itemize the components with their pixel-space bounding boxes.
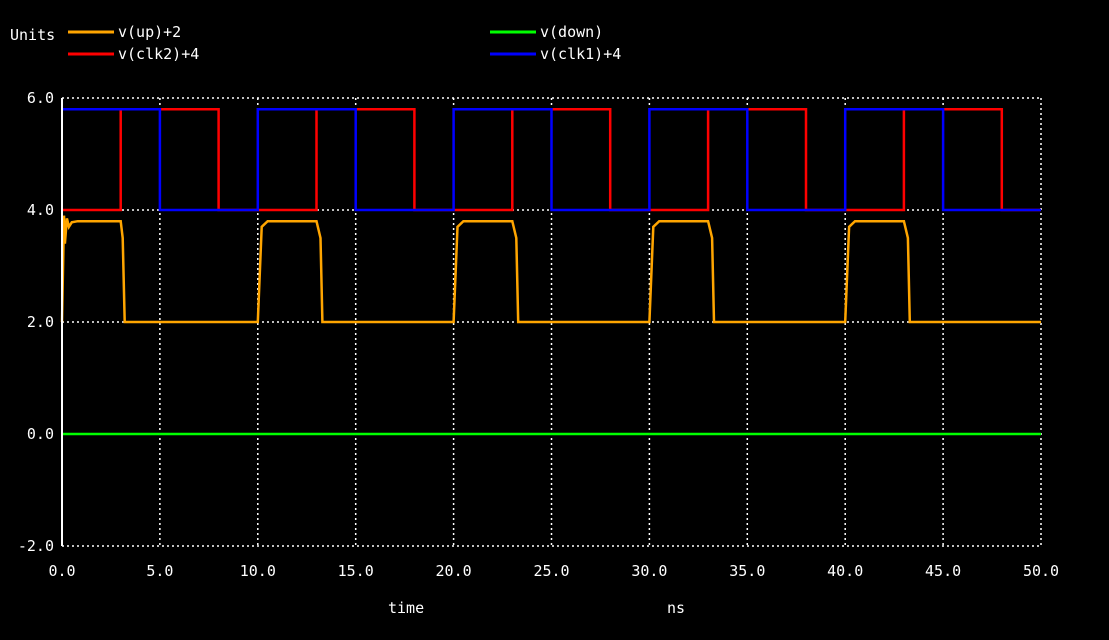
x-tick-label: 20.0 (436, 562, 472, 580)
x-tick-label: 40.0 (827, 562, 863, 580)
x-tick-label: 25.0 (533, 562, 569, 580)
series-trace-3 (62, 107, 1041, 212)
x-axis-unit: ns (667, 599, 685, 617)
x-tick-label: 30.0 (631, 562, 667, 580)
y-tick-label: 0.0 (27, 425, 54, 443)
legend: v(up)+2 v(down) v(clk2)+4 v(clk1)+4 (68, 23, 621, 63)
series-trace-0 (60, 215, 1041, 324)
y-tick-label: 2.0 (27, 313, 54, 331)
x-tick-label: 15.0 (338, 562, 374, 580)
series-traces (60, 107, 1041, 436)
x-tick-label: 0.0 (48, 562, 75, 580)
legend-label-2: v(clk2)+4 (118, 45, 199, 63)
legend-label-1: v(down) (540, 23, 603, 41)
tick-labels: 0.0 5.0 10.0 15.0 20.0 25.0 30.0 35.0 40.0 45.0 50… (18, 89, 1059, 580)
legend-label-0: v(up)+2 (118, 23, 181, 41)
x-tick-label: 35.0 (729, 562, 765, 580)
legend-label-3: v(clk1)+4 (540, 45, 621, 63)
y-tick-label: 6.0 (27, 89, 54, 107)
x-tick-label: 50.0 (1023, 562, 1059, 580)
series-trace-2 (62, 107, 1041, 212)
y-tick-label: 4.0 (27, 201, 54, 219)
x-axis-label: time (388, 599, 424, 617)
y-tick-label: -2.0 (18, 537, 54, 555)
x-tick-label: 5.0 (146, 562, 173, 580)
y-axis-label: Units (10, 26, 55, 44)
x-tick-label: 10.0 (240, 562, 276, 580)
x-tick-label: 45.0 (925, 562, 961, 580)
